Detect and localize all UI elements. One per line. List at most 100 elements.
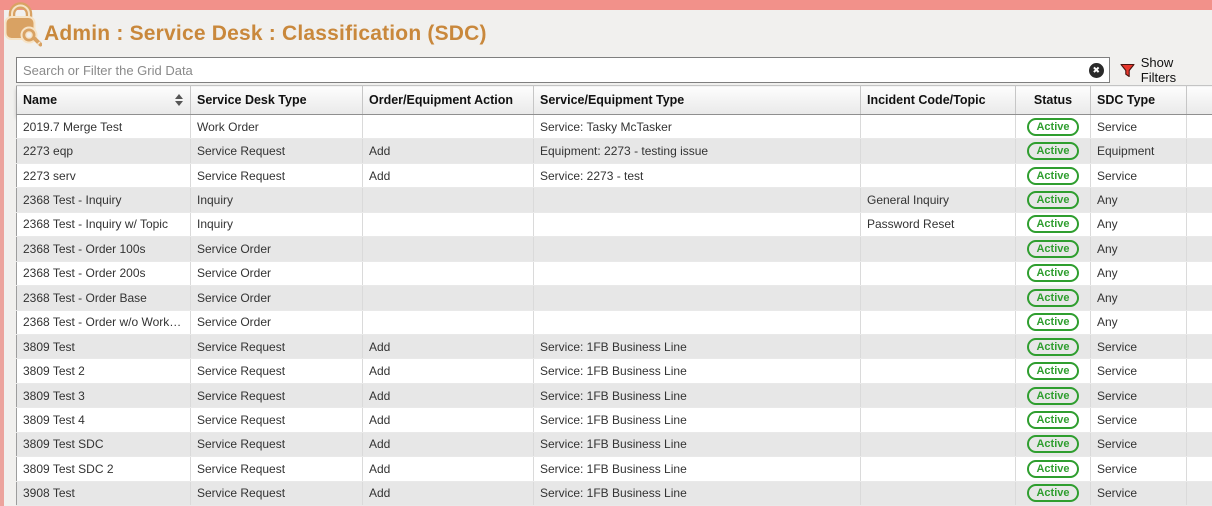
cell-service-desk-type: Service Request <box>190 432 363 458</box>
cell-order-equipment-action <box>362 261 534 287</box>
table-row[interactable]: 2368 Test - Order 200s Service Order Act… <box>16 261 1212 287</box>
table-row[interactable]: 2368 Test - Inquiry w/ Topic Inquiry Pas… <box>16 212 1212 238</box>
cell-incident-code-topic <box>860 334 1016 360</box>
cell-filler <box>1186 383 1212 409</box>
cell-order-equipment-action: Add <box>362 358 534 384</box>
cell-sdc-type: Service <box>1090 114 1187 140</box>
status-badge: Active <box>1027 264 1079 283</box>
cell-name: 3809 Test 3 <box>16 383 191 409</box>
left-accent-stripe <box>0 10 4 506</box>
cell-order-equipment-action: Add <box>362 481 534 506</box>
sort-icon <box>175 94 183 106</box>
grid-body: 2019.7 Merge Test Work Order Service: Ta… <box>16 114 1212 506</box>
cell-filler <box>1186 456 1212 482</box>
table-row[interactable]: 3809 Test 2 Service Request Add Service:… <box>16 358 1212 384</box>
cell-sdc-type: Any <box>1090 285 1187 311</box>
show-filters-label: Show Filters <box>1140 55 1177 85</box>
cell-service-desk-type: Inquiry <box>190 212 363 238</box>
status-badge: Active <box>1027 239 1079 258</box>
table-row[interactable]: 2368 Test - Order Base Service Order Act… <box>16 285 1212 311</box>
table-row[interactable]: 2368 Test - Order w/o Workfl... Service … <box>16 310 1212 335</box>
column-header-name[interactable]: Name <box>16 85 191 115</box>
cell-status: Active <box>1015 310 1091 335</box>
table-row[interactable]: 3809 Test 3 Service Request Add Service:… <box>16 383 1212 409</box>
cell-name: 3809 Test SDC 2 <box>16 456 191 482</box>
cell-service-equipment-type <box>533 212 861 238</box>
cell-service-desk-type: Service Order <box>190 236 363 262</box>
cell-service-equipment-type <box>533 236 861 262</box>
show-filters-button[interactable]: Show Filters <box>1119 55 1212 85</box>
cell-sdc-type: Any <box>1090 310 1187 335</box>
cell-incident-code-topic <box>860 481 1016 506</box>
cell-service-equipment-type: Service: 1FB Business Line <box>533 334 861 360</box>
column-header-order-equipment-action[interactable]: Order/Equipment Action <box>362 85 534 115</box>
classification-table: Name Service Desk Type Order/Equipment A… <box>16 85 1212 506</box>
cell-service-equipment-type: Service: 1FB Business Line <box>533 456 861 482</box>
cell-name: 3809 Test <box>16 334 191 360</box>
status-badge: Active <box>1027 362 1079 381</box>
cell-service-equipment-type: Service: 1FB Business Line <box>533 358 861 384</box>
cell-incident-code-topic <box>860 163 1016 189</box>
cell-incident-code-topic <box>860 114 1016 140</box>
cell-status: Active <box>1015 261 1091 287</box>
cell-status: Active <box>1015 334 1091 360</box>
column-header-status[interactable]: Status <box>1015 85 1091 115</box>
column-header-sdc-type[interactable]: SDC Type <box>1090 85 1187 115</box>
cell-service-desk-type: Service Request <box>190 383 363 409</box>
cell-order-equipment-action <box>362 212 534 238</box>
cell-sdc-type: Service <box>1090 163 1187 189</box>
search-input[interactable] <box>17 58 1089 82</box>
column-header-service-equipment-type[interactable]: Service/Equipment Type <box>533 85 861 115</box>
cell-filler <box>1186 310 1212 335</box>
status-badge: Active <box>1027 410 1079 429</box>
cell-sdc-type: Service <box>1090 481 1187 506</box>
cell-service-desk-type: Service Request <box>190 407 363 433</box>
table-row[interactable]: 3809 Test SDC Service Request Add Servic… <box>16 432 1212 458</box>
cell-service-equipment-type <box>533 310 861 335</box>
cell-incident-code-topic <box>860 310 1016 335</box>
cell-service-desk-type: Service Request <box>190 358 363 384</box>
cell-service-equipment-type: Service: 1FB Business Line <box>533 432 861 458</box>
cell-order-equipment-action <box>362 310 534 335</box>
cell-incident-code-topic: Password Reset <box>860 212 1016 238</box>
lock-and-key-icon <box>2 1 43 47</box>
cell-name: 2368 Test - Inquiry <box>16 187 191 213</box>
table-row[interactable]: 2273 serv Service Request Add Service: 2… <box>16 163 1212 189</box>
cell-sdc-type: Service <box>1090 334 1187 360</box>
funnel-icon <box>1119 62 1136 79</box>
status-badge: Active <box>1027 459 1079 478</box>
table-row[interactable]: 2368 Test - Order 100s Service Order Act… <box>16 236 1212 262</box>
toolbar: ✖ Show Filters <box>16 55 1212 85</box>
data-grid: Name Service Desk Type Order/Equipment A… <box>16 85 1212 506</box>
header-row: Name Service Desk Type Order/Equipment A… <box>16 85 1212 115</box>
cell-service-desk-type: Service Order <box>190 261 363 287</box>
status-badge: Active <box>1027 484 1079 503</box>
status-badge: Active <box>1027 288 1079 307</box>
cell-service-equipment-type <box>533 261 861 287</box>
column-header-incident-code-topic[interactable]: Incident Code/Topic <box>860 85 1016 115</box>
table-row[interactable]: 2019.7 Merge Test Work Order Service: Ta… <box>16 114 1212 140</box>
table-row[interactable]: 2368 Test - Inquiry Inquiry General Inqu… <box>16 187 1212 213</box>
cell-service-desk-type: Inquiry <box>190 187 363 213</box>
cell-order-equipment-action <box>362 187 534 213</box>
cell-service-equipment-type: Service: 1FB Business Line <box>533 407 861 433</box>
column-header-service-desk-type[interactable]: Service Desk Type <box>190 85 363 115</box>
table-row[interactable]: 3809 Test Service Request Add Service: 1… <box>16 334 1212 360</box>
table-row[interactable]: 3809 Test SDC 2 Service Request Add Serv… <box>16 456 1212 482</box>
cell-filler <box>1186 432 1212 458</box>
cell-filler <box>1186 285 1212 311</box>
cell-sdc-type: Service <box>1090 383 1187 409</box>
cell-filler <box>1186 358 1212 384</box>
status-badge: Active <box>1027 142 1079 161</box>
clear-search-icon[interactable]: ✖ <box>1088 62 1104 78</box>
table-row[interactable]: 3809 Test 4 Service Request Add Service:… <box>16 407 1212 433</box>
table-row[interactable]: 3908 Test Service Request Add Service: 1… <box>16 481 1212 506</box>
cell-filler <box>1186 187 1212 213</box>
cell-name: 2368 Test - Order Base <box>16 285 191 311</box>
cell-status: Active <box>1015 407 1091 433</box>
status-badge: Active <box>1027 117 1079 136</box>
cell-order-equipment-action: Add <box>362 334 534 360</box>
table-row[interactable]: 2273 eqp Service Request Add Equipment: … <box>16 138 1212 164</box>
status-badge: Active <box>1027 191 1079 210</box>
cell-status: Active <box>1015 481 1091 506</box>
